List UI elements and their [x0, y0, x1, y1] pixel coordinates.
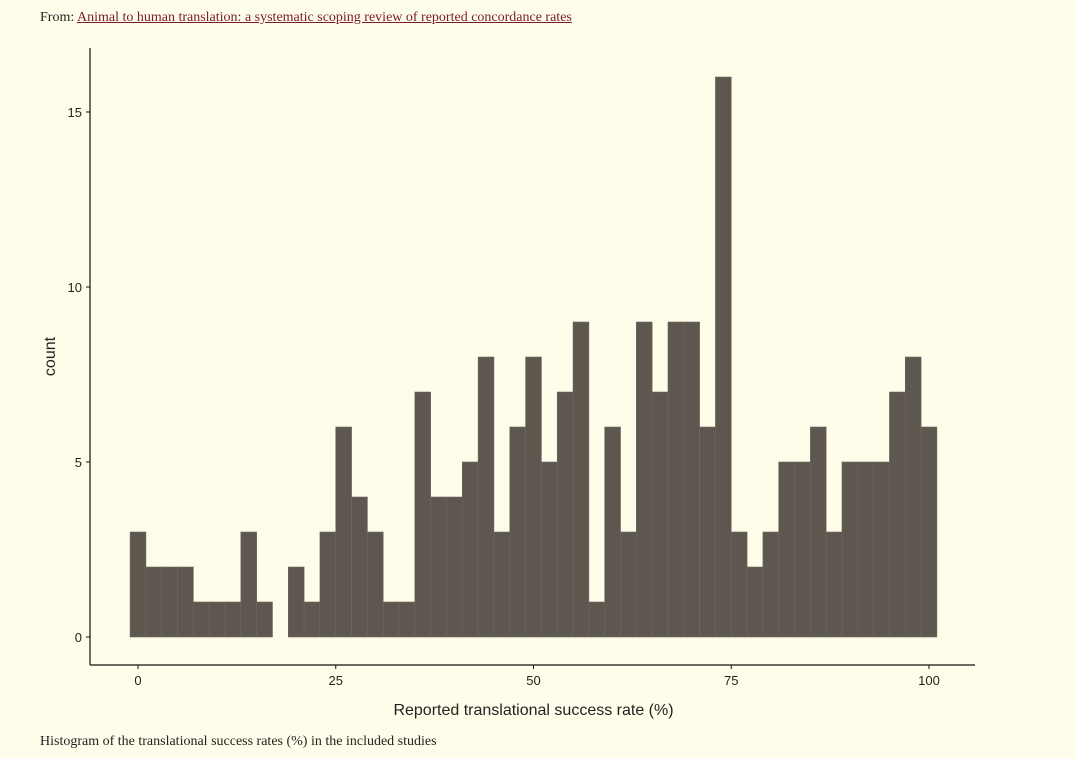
histogram-bar — [335, 426, 352, 638]
histogram-bar — [794, 461, 811, 638]
histogram-bar — [556, 391, 574, 638]
y-tick-label: 10 — [68, 280, 82, 295]
histogram-bar — [604, 426, 621, 638]
histogram-bar — [904, 356, 922, 638]
y-tick-label: 0 — [75, 630, 82, 645]
histogram-bar — [525, 356, 542, 638]
histogram-bar — [240, 531, 257, 638]
axes-group: 0 5 10 15 0 25 50 75 100 Reported translational s… — [42, 48, 975, 719]
histogram-bar — [462, 461, 479, 638]
histogram-bar — [699, 426, 716, 638]
histogram-bar — [762, 531, 780, 638]
histogram-bar — [636, 321, 653, 638]
histogram-bar — [367, 531, 384, 638]
histogram-bar — [620, 531, 637, 638]
histogram-bar — [351, 496, 368, 638]
histogram-bar — [145, 566, 163, 638]
histogram-bar — [208, 601, 226, 638]
histogram-bar — [588, 601, 605, 638]
histogram-bar — [873, 461, 890, 638]
histogram-bar — [889, 391, 906, 638]
histogram-bar — [920, 426, 938, 638]
histogram-bar — [287, 566, 305, 638]
histogram-bar — [509, 426, 526, 638]
histogram-bar — [857, 461, 874, 638]
histogram-bar — [683, 321, 700, 638]
y-tick-label: 15 — [68, 105, 82, 120]
x-tick-label: 0 — [134, 673, 141, 688]
x-tick-label: 100 — [918, 673, 940, 688]
histogram-bar — [477, 356, 495, 638]
histogram-bar — [715, 76, 732, 638]
histogram-bar — [161, 566, 178, 638]
x-axis-title: Reported translational success rate (%) — [393, 702, 673, 719]
histogram-bar — [841, 461, 859, 638]
source-line: From: Animal to human translation: a sys… — [40, 10, 572, 26]
bars-group — [129, 76, 938, 638]
histogram-bar — [224, 601, 242, 638]
histogram-bar — [177, 566, 194, 638]
histogram-bar — [825, 531, 843, 638]
histogram-bar — [398, 601, 416, 638]
histogram-bar — [382, 601, 400, 638]
histogram-bar — [446, 496, 463, 638]
histogram-bar — [730, 531, 748, 638]
histogram-bar — [129, 531, 147, 638]
histogram-bar — [541, 461, 558, 638]
y-axis-title: count — [42, 336, 59, 376]
histogram-bar — [319, 531, 337, 638]
histogram-bar — [193, 601, 210, 638]
histogram-bar — [303, 601, 321, 638]
histogram-bar — [256, 601, 273, 638]
histogram-bar — [778, 461, 795, 638]
source-article-link[interactable]: Animal to human translation: a systemati… — [76, 10, 572, 25]
histogram-bar — [430, 496, 447, 638]
x-tick-label: 25 — [329, 673, 343, 688]
figure-caption: Histogram of the translational success r… — [40, 734, 437, 749]
y-tick-label: 5 — [75, 455, 82, 470]
histogram-bar — [810, 426, 827, 638]
from-label: From: — [40, 10, 75, 25]
histogram-bar — [746, 566, 764, 638]
histogram-bar — [572, 321, 590, 638]
x-tick-label: 75 — [724, 673, 738, 688]
histogram-bar — [651, 391, 669, 638]
histogram-bar — [667, 321, 685, 638]
histogram-bar — [493, 531, 511, 638]
histogram-bar — [414, 391, 431, 638]
x-tick-label: 50 — [526, 673, 540, 688]
histogram-chart: 0 5 10 15 0 25 50 75 100 Reported translational s… — [42, 48, 975, 719]
